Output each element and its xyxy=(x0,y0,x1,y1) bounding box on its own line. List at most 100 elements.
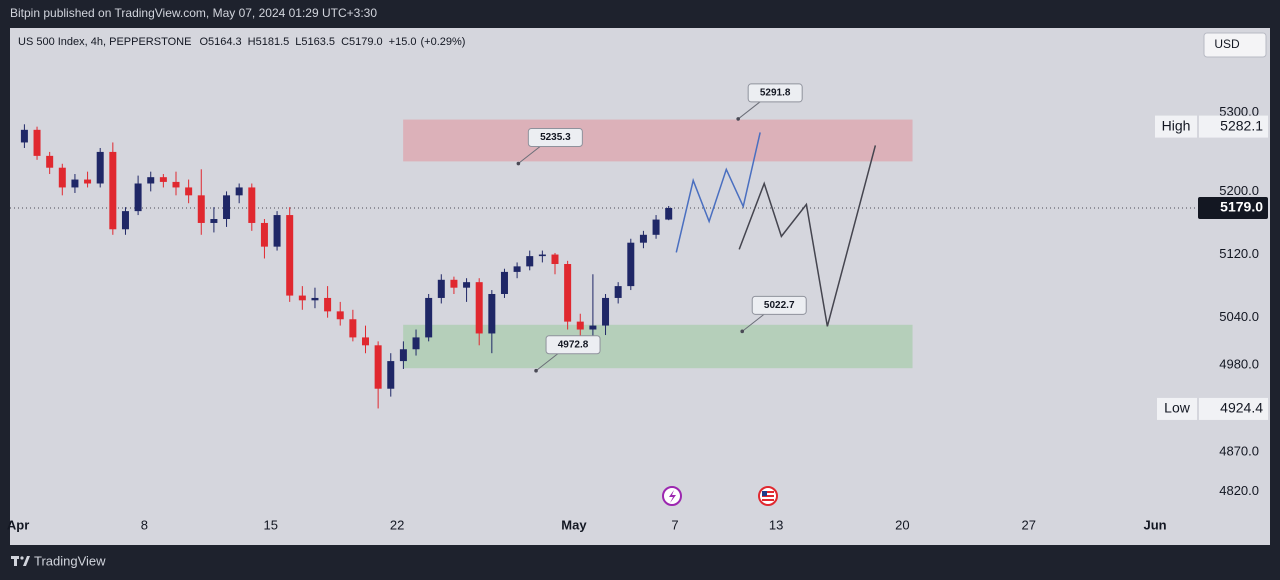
header-text: 5181.5 xyxy=(256,36,290,48)
x-tick-label: 15 xyxy=(264,517,278,532)
header-text: 5179.0 xyxy=(349,36,383,48)
zone xyxy=(403,119,913,162)
candle-body xyxy=(286,215,294,296)
x-tick-label: Jun xyxy=(1144,517,1167,532)
header-text: H xyxy=(248,36,256,48)
logo-part xyxy=(20,556,24,560)
price-tag-name-box xyxy=(1155,115,1197,138)
header-text: 5163.5 xyxy=(301,36,335,48)
y-tick-label: 5300.0 xyxy=(1219,104,1259,119)
candle-body xyxy=(665,207,673,220)
candle-body xyxy=(399,349,407,362)
x-tick-label: 27 xyxy=(1022,517,1036,532)
candle-body xyxy=(248,187,256,223)
candle-body xyxy=(437,279,445,298)
candle-body xyxy=(159,177,167,182)
currency-button[interactable] xyxy=(1203,32,1267,58)
header-text: C xyxy=(341,36,349,48)
candle-body xyxy=(639,234,647,243)
candle-body xyxy=(425,297,433,338)
candle-body xyxy=(46,155,54,168)
candle-body xyxy=(33,129,41,156)
candle-body xyxy=(298,295,306,301)
candle-body xyxy=(109,151,117,230)
y-tick-label: 4820.0 xyxy=(1219,483,1259,498)
callout-label: 5022.7 xyxy=(764,300,795,311)
last-price: 5179.0 xyxy=(1220,199,1263,215)
price-tag-name: High xyxy=(1162,117,1191,133)
candle-body xyxy=(96,151,104,184)
x-tick-label: 8 xyxy=(141,517,148,532)
price-tag: 4924.4 xyxy=(1220,400,1263,416)
lightning xyxy=(669,490,676,503)
candle-body xyxy=(147,177,155,184)
callout-anchor xyxy=(534,368,538,373)
candle-body xyxy=(576,321,584,330)
callout-label: 5235.3 xyxy=(540,132,571,143)
candle-body xyxy=(362,337,369,346)
projection-line xyxy=(738,145,877,327)
price-tag-name: Low xyxy=(1164,400,1191,416)
callout-label: 4972.8 xyxy=(558,339,589,350)
callout-pointer xyxy=(737,100,762,120)
header-text: L xyxy=(295,36,301,48)
brand: TradingView xyxy=(34,553,106,568)
candle-body xyxy=(121,211,129,230)
candle-body xyxy=(197,195,205,223)
flag-canton xyxy=(762,491,767,496)
y-tick-label: 5120.0 xyxy=(1219,246,1259,261)
candle-body xyxy=(652,219,660,235)
publisher: Bitpin published on TradingView.com, May… xyxy=(10,6,377,20)
x-tick-label: May xyxy=(561,517,587,532)
candle-body xyxy=(336,311,344,320)
x-tick-label: 7 xyxy=(671,517,678,532)
candle-body xyxy=(324,297,332,312)
footer-logo xyxy=(11,556,30,566)
y-tick-label: 4870.0 xyxy=(1219,443,1259,458)
flag-stripe xyxy=(762,493,774,495)
chart-panel xyxy=(10,28,1270,545)
logo-part xyxy=(23,556,30,566)
candle-body xyxy=(223,195,231,220)
candle-body xyxy=(210,219,218,223)
candle-body xyxy=(564,264,572,322)
candle-body xyxy=(273,215,281,247)
candle-body xyxy=(589,325,597,330)
candle-body xyxy=(235,187,243,196)
candle-body xyxy=(614,286,622,298)
callout-box xyxy=(545,335,601,355)
projection-line xyxy=(675,132,761,253)
candle-body xyxy=(450,279,458,288)
header-text: 5164.3 xyxy=(208,36,242,48)
callout-anchor xyxy=(740,329,745,334)
y-tick-label: 4980.0 xyxy=(1219,356,1259,371)
candle-body xyxy=(412,337,420,350)
callout-pointer xyxy=(741,312,766,332)
callout-anchor xyxy=(516,161,521,166)
candle-body xyxy=(551,254,559,265)
y-tick-label: 5040.0 xyxy=(1219,309,1259,324)
candle-body xyxy=(20,129,28,143)
callout-box xyxy=(751,295,807,315)
price-tag: 5282.1 xyxy=(1220,117,1263,133)
header-text: +15.0 xyxy=(389,36,417,48)
candle-body xyxy=(58,167,66,188)
x-tick-label: 22 xyxy=(390,517,404,532)
candle-body xyxy=(374,345,382,389)
candle-body xyxy=(475,282,483,334)
callout-box xyxy=(747,83,803,103)
candle-body xyxy=(500,271,508,294)
candle-body xyxy=(627,242,635,287)
candle-body xyxy=(387,361,395,389)
flag-stripe xyxy=(762,497,774,499)
event-icons xyxy=(662,486,778,506)
candle-body xyxy=(488,293,496,334)
x-tick-label: Apr xyxy=(7,517,29,532)
callout-label: 5291.8 xyxy=(760,88,791,99)
candle-body xyxy=(526,256,534,267)
currency[interactable]: USD xyxy=(1214,37,1240,51)
candle-body xyxy=(513,266,521,272)
logo-part xyxy=(14,556,17,566)
